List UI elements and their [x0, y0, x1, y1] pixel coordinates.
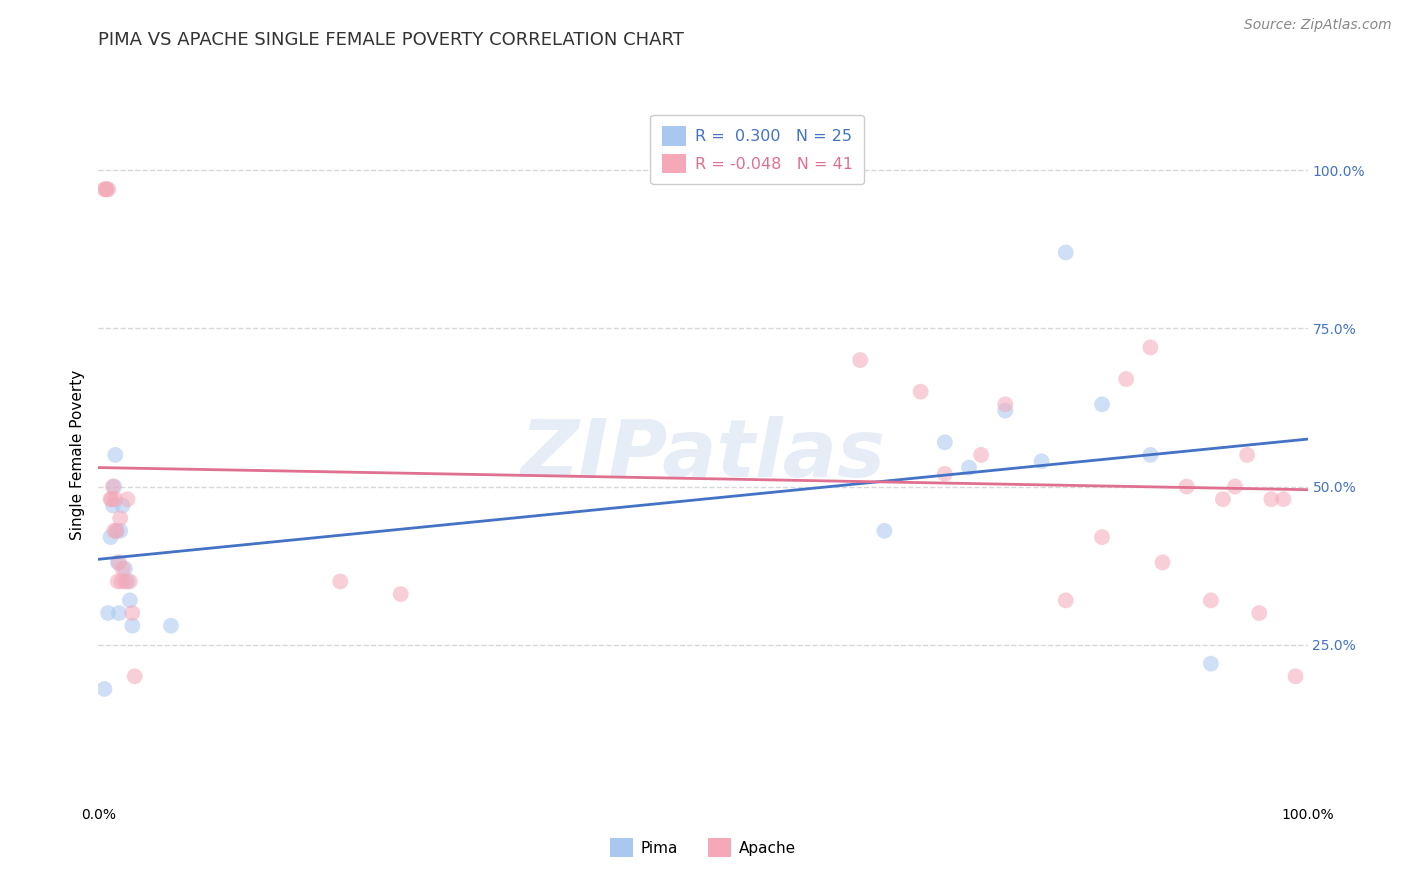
Point [100, 492, 122, 507]
Point [910, 384, 932, 399]
Point [1199, 593, 1222, 607]
Point [103, 524, 125, 538]
Point [104, 492, 127, 507]
Point [1139, 448, 1161, 462]
Point [1139, 340, 1161, 354]
Point [1091, 397, 1114, 411]
Text: ZIPatlas: ZIPatlas [520, 416, 886, 494]
Point [970, 448, 993, 462]
Y-axis label: Single Female Poverty: Single Female Poverty [69, 370, 84, 540]
Point [934, 435, 956, 450]
Point [96, 182, 118, 196]
Point [1212, 492, 1234, 507]
Point [873, 524, 896, 538]
Point [121, 606, 143, 620]
Point [107, 556, 129, 570]
Point [124, 669, 146, 683]
Point [994, 403, 1017, 417]
Point [117, 492, 139, 507]
Point [1054, 245, 1077, 260]
Point [1272, 492, 1295, 507]
Point [1284, 669, 1306, 683]
Point [1175, 479, 1198, 493]
Point [389, 587, 412, 601]
Legend: Pima, Apache: Pima, Apache [602, 830, 804, 864]
Point [1054, 593, 1077, 607]
Point [934, 467, 956, 481]
Text: PIMA VS APACHE SINGLE FEMALE POVERTY CORRELATION CHART: PIMA VS APACHE SINGLE FEMALE POVERTY COR… [98, 31, 685, 49]
Point [1236, 448, 1258, 462]
Point [97, 606, 120, 620]
Point [121, 618, 143, 632]
Point [108, 511, 131, 525]
Point [94, 182, 117, 196]
Point [93, 182, 115, 196]
Point [100, 492, 122, 507]
Point [97, 182, 120, 196]
Point [111, 499, 134, 513]
Text: Source: ZipAtlas.com: Source: ZipAtlas.com [1244, 18, 1392, 32]
Point [111, 562, 134, 576]
Point [103, 479, 125, 493]
Point [1091, 530, 1114, 544]
Point [1249, 606, 1271, 620]
Point [101, 499, 124, 513]
Point [957, 460, 980, 475]
Point [118, 593, 141, 607]
Point [118, 574, 141, 589]
Point [101, 479, 124, 493]
Point [1260, 492, 1282, 507]
Point [108, 524, 131, 538]
Point [1199, 657, 1222, 671]
Point [117, 574, 139, 589]
Point [104, 448, 127, 462]
Point [107, 574, 129, 589]
Point [114, 574, 136, 589]
Point [160, 618, 183, 632]
Point [1031, 454, 1053, 468]
Point [994, 397, 1017, 411]
Point [93, 681, 115, 696]
Point [108, 556, 131, 570]
Point [1223, 479, 1246, 493]
Point [108, 606, 131, 620]
Point [105, 524, 128, 538]
Point [1152, 556, 1174, 570]
Point [105, 524, 128, 538]
Point [114, 562, 136, 576]
Point [100, 530, 122, 544]
Point [110, 574, 132, 589]
Point [329, 574, 352, 589]
Point [1115, 372, 1137, 386]
Point [849, 353, 872, 368]
